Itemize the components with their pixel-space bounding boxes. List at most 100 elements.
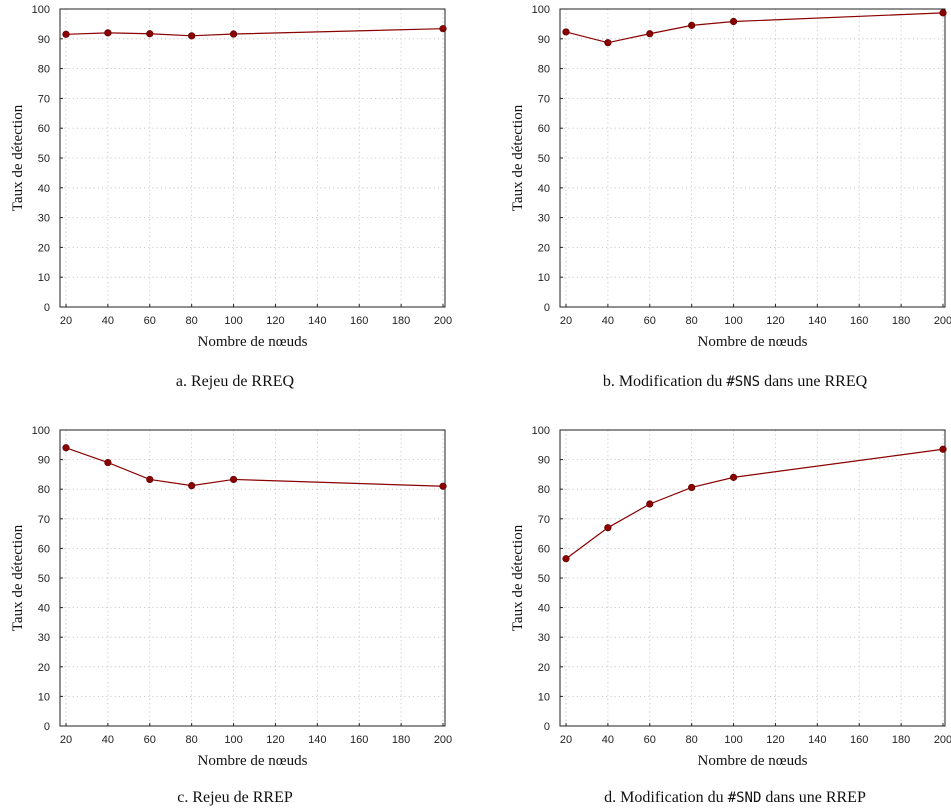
chart-a-x-axis-label: Nombre de nœuds xyxy=(198,334,308,350)
chart-a-x-tick-label-200: 200 xyxy=(434,315,452,327)
chart-d-point-100 xyxy=(729,473,738,481)
chart-a-series-line xyxy=(65,28,444,37)
chart-c-y-tick-label-30: 30 xyxy=(38,632,50,644)
chart-b-series-line xyxy=(565,12,944,44)
chart-d-y-tick-label-90: 90 xyxy=(538,455,550,467)
chart-d-caption-suffix: dans une RREP xyxy=(761,789,866,806)
chart-d-y-tick-label-30: 30 xyxy=(538,632,550,644)
chart-d-y-tick-label-0: 0 xyxy=(544,721,550,733)
chart-c-x-tick-label-40: 40 xyxy=(102,734,114,746)
chart-a-y-tick-label-40: 40 xyxy=(38,183,50,195)
chart-c-x-tick-label-80: 80 xyxy=(186,734,198,746)
chart-c-x-tick-label-20: 20 xyxy=(60,734,72,746)
chart-d-caption: d. Modification du #SND dans une RREP xyxy=(604,789,866,806)
chart-c-caption-text: c. Rejeu de RREP xyxy=(177,789,293,806)
chart-c-y-tick-label-70: 70 xyxy=(38,514,50,526)
chart-b-y-tick-label-50: 50 xyxy=(538,153,550,165)
chart-a-y-tick-label-90: 90 xyxy=(38,34,50,46)
chart-c-y-tick-label-20: 20 xyxy=(38,662,50,674)
chart-c-y-tick-label-90: 90 xyxy=(38,455,50,467)
chart-c-y-tick-label-40: 40 xyxy=(38,603,50,615)
chart-c-x-axis-label: Nombre de nœuds xyxy=(198,753,308,769)
chart-b-point-20 xyxy=(562,28,570,36)
chart-d-y-tick-label-100: 100 xyxy=(532,425,550,437)
chart-b-point-100 xyxy=(729,17,738,26)
chart-a-y-tick-label-80: 80 xyxy=(38,64,50,76)
chart-panel-b: 20 40 60 80 100 120 140 160 180 200 0 10 20 30 40 50 60 7… xyxy=(510,4,951,390)
chart-a-y-tick-label-70: 70 xyxy=(38,93,50,105)
chart-a-y-tick-label-0: 0 xyxy=(44,302,50,314)
chart-a-x-tick-label-80: 80 xyxy=(186,315,198,327)
chart-c-grid xyxy=(60,429,445,727)
chart-a-x-tick-label-40: 40 xyxy=(102,315,114,327)
chart-d-x-tick-label-200: 200 xyxy=(934,734,951,746)
chart-c-point-80 xyxy=(188,482,196,490)
chart-c-point-60 xyxy=(146,475,154,484)
chart-d-x-tick-label-100: 100 xyxy=(724,734,742,746)
chart-c-y-tick-label-80: 80 xyxy=(38,484,50,496)
chart-d-y-tick-label-20: 20 xyxy=(538,662,550,674)
chart-a-x-tick-label-60: 60 xyxy=(144,315,156,327)
chart-b-x-tick-label-60: 60 xyxy=(644,315,656,327)
chart-b-y-tick-label-30: 30 xyxy=(538,213,550,225)
chart-c-y-tick-label-0: 0 xyxy=(44,721,50,733)
chart-a-point-60 xyxy=(146,30,154,38)
chart-a-y-tick-label-20: 20 xyxy=(38,242,50,254)
chart-c-x-tick-label-140: 140 xyxy=(308,734,326,746)
chart-a-point-40 xyxy=(104,29,112,37)
chart-b-plot-frame xyxy=(559,8,946,308)
chart-a-y-tick-label-60: 60 xyxy=(38,123,50,135)
chart-a-point-200 xyxy=(439,25,447,33)
chart-a-x-tick-label-20: 20 xyxy=(60,315,72,327)
chart-c-point-40 xyxy=(104,458,112,467)
chart-d-x-tick-label-60: 60 xyxy=(644,734,656,746)
chart-d-series-line xyxy=(565,448,944,560)
chart-c-x-tick-label-180: 180 xyxy=(392,734,410,746)
chart-a-y-tick-label-50: 50 xyxy=(38,153,50,165)
chart-b-x-tick-label-100: 100 xyxy=(724,315,742,327)
chart-panel-d: 20 40 60 80 100 120 140 160 180 200 0 10 20 30 40 50 60 7… xyxy=(510,425,951,806)
chart-a-x-tick-label-100: 100 xyxy=(224,315,242,327)
chart-b-point-200 xyxy=(939,9,947,17)
chart-b-y-axis-label: Taux de détection xyxy=(510,104,526,211)
chart-a-caption: a. Rejeu de RREQ xyxy=(176,373,295,390)
chart-d-x-tick-label-180: 180 xyxy=(892,734,910,746)
chart-d-y-tick-label-70: 70 xyxy=(538,514,550,526)
chart-c-x-tick-label-160: 160 xyxy=(350,734,368,746)
chart-d-caption-text: d. Modification du xyxy=(604,789,728,806)
chart-b-y-tick-label-70: 70 xyxy=(538,93,550,105)
chart-d-x-tick-label-140: 140 xyxy=(808,734,826,746)
chart-b-x-tick-label-20: 20 xyxy=(560,315,572,327)
chart-d-x-tick-label-120: 120 xyxy=(766,734,784,746)
chart-b-caption-text: b. Modification du xyxy=(603,373,727,390)
chart-b-y-tick-label-20: 20 xyxy=(538,242,550,254)
chart-a-x-tick-label-120: 120 xyxy=(266,315,284,327)
chart-a-x-tick-label-160: 160 xyxy=(350,315,368,327)
chart-d-point-40 xyxy=(604,524,612,532)
chart-c-x-tick-label-200: 200 xyxy=(434,734,452,746)
chart-a-x-tick-label-180: 180 xyxy=(392,315,410,327)
chart-d-point-60 xyxy=(646,500,654,508)
chart-b-y-tick-label-90: 90 xyxy=(538,34,550,46)
chart-d-y-tick-label-80: 80 xyxy=(538,484,550,496)
chart-b-y-tick-label-80: 80 xyxy=(538,64,550,76)
chart-b-point-80 xyxy=(688,21,696,29)
chart-c-caption: c. Rejeu de RREP xyxy=(177,789,293,806)
chart-a-point-20 xyxy=(62,30,70,38)
chart-c-plot-frame xyxy=(59,429,446,727)
chart-b-caption: b. Modification du #SNS dans une RREQ xyxy=(603,373,868,390)
chart-a-y-tick-label-30: 30 xyxy=(38,213,50,225)
chart-b-y-tick-label-0: 0 xyxy=(544,302,550,314)
chart-d-y-tick-label-10: 10 xyxy=(538,691,550,703)
chart-c-y-tick-label-100: 100 xyxy=(32,425,50,437)
chart-c-x-tick-label-100: 100 xyxy=(224,734,242,746)
chart-b-point-40 xyxy=(604,39,612,47)
chart-c-y-tick-label-10: 10 xyxy=(38,691,50,703)
chart-a-y-tick-label-10: 10 xyxy=(38,272,50,284)
chart-d-x-tick-label-80: 80 xyxy=(686,734,698,746)
chart-c-series-line xyxy=(65,447,444,487)
chart-panel-a: 20 40 60 80 100 120 140 160 180 200 0 10 20 30 40 50 60 7… xyxy=(10,4,452,390)
chart-c-y-tick-label-50: 50 xyxy=(38,573,50,585)
chart-b-x-tick-label-40: 40 xyxy=(602,315,614,327)
